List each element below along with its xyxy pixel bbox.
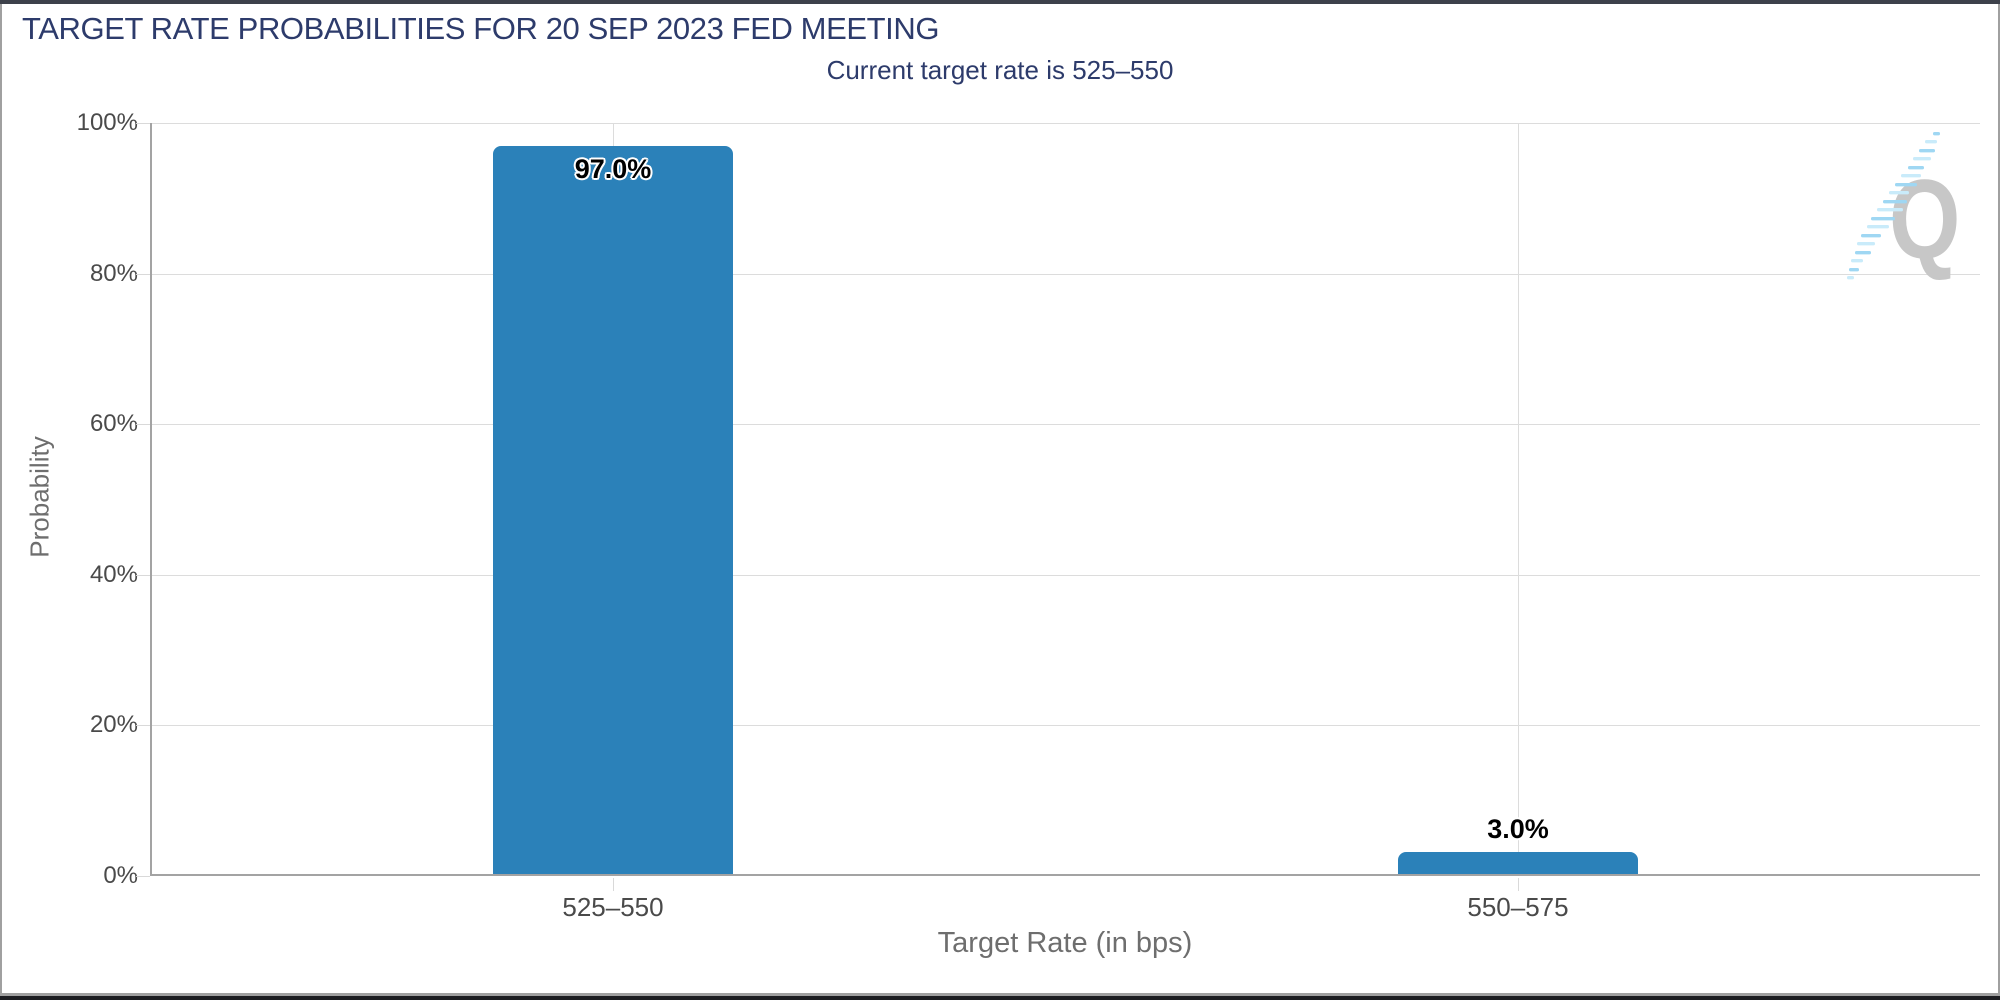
gridline-60 [150, 424, 1980, 426]
xtick-mark [613, 878, 614, 891]
ytick-mark [136, 574, 150, 576]
y-axis-title: Probability [24, 436, 55, 558]
ytick-mark [136, 273, 150, 275]
gridline-cat-2 [1518, 123, 1519, 876]
gridline-100 [150, 123, 1980, 124]
window-border-left [0, 4, 2, 996]
watermark-letter: Q [1889, 156, 1960, 282]
gridline-80 [150, 273, 1980, 275]
chart-title: TARGET RATE PROBABILITIES FOR 20 SEP 202… [22, 11, 940, 46]
window-border-right [1998, 4, 2000, 996]
plot-area: 97.0% 3.0% [150, 123, 1980, 876]
x-axis-line [150, 874, 1980, 876]
xtick-label-525-550: 525–550 [562, 892, 664, 922]
ytick-80: 80% [89, 259, 138, 287]
ytick-60: 60% [89, 410, 138, 438]
ytick-20: 20% [89, 711, 138, 739]
gridline-40 [150, 574, 1980, 576]
ytick-40: 40% [89, 560, 138, 588]
window-bottom-edge [0, 996, 2000, 1000]
x-axis-title: Target Rate (in bps) [937, 927, 1193, 959]
ytick-mark [136, 123, 150, 124]
ytick-mark [136, 876, 150, 877]
window-border-bottom [0, 993, 2000, 996]
bar-value-label-1: 97.0% [574, 154, 652, 184]
window-top-edge [0, 0, 2000, 4]
bar-525-550 [493, 145, 733, 874]
gridline-20 [150, 725, 1980, 727]
watermark-swoosh-dashes [1847, 132, 1940, 280]
xtick-label-550-575: 550–575 [1467, 892, 1569, 922]
bar-value-label-2: 3.0% [1487, 814, 1549, 844]
ytick-100: 100% [76, 109, 138, 136]
ytick-0: 0% [103, 862, 138, 889]
xtick-mark [1518, 878, 1519, 891]
y-axis-line [150, 123, 152, 876]
quikstrike-q-watermark-logo: Q [1847, 132, 1960, 282]
ytick-mark [136, 725, 150, 727]
ytick-mark [136, 424, 150, 426]
chart-subtitle: Current target rate is 525–550 [826, 55, 1174, 85]
bar-550-575 [1398, 851, 1638, 874]
